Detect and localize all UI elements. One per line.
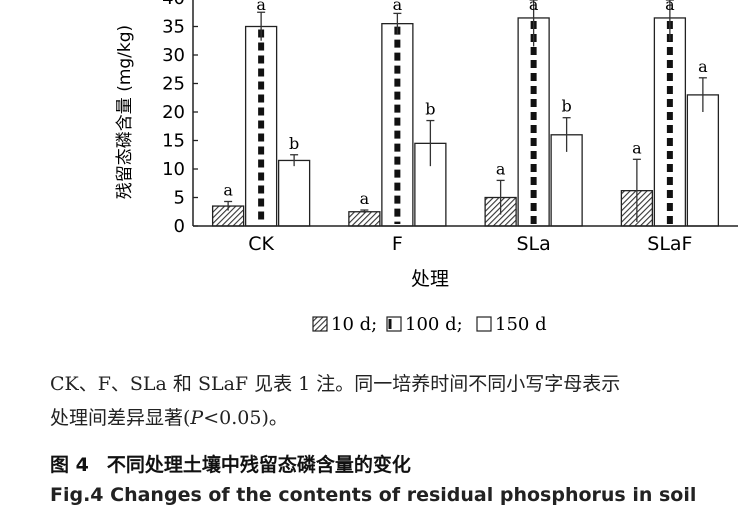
figure-note-line-2: 处理间差异显著(P<0.05)。 [50, 407, 288, 429]
significance-letter: a [360, 189, 370, 208]
y-axis-label: 残留态磷含量 (mg/kg) [115, 25, 135, 199]
y-tick-label: 0 [174, 216, 185, 237]
x-tick-label: SLaF [647, 233, 692, 255]
significance-letter: a [632, 138, 642, 157]
significance-letter: a [256, 0, 266, 14]
significance-letter: a [698, 57, 708, 76]
significance-letter: a [393, 0, 403, 14]
y-tick-label: 5 [174, 188, 185, 209]
x-tick-label: CK [248, 233, 274, 255]
legend-entry: 100 d; [405, 314, 463, 335]
legend-label: 150 d [495, 314, 547, 335]
bar [277, 159, 311, 227]
legend-swatch [476, 316, 492, 332]
y-tick-label: 35 [162, 17, 185, 38]
x-tick-label: F [392, 233, 403, 255]
figure-caption: 图 4 不同处理土壤中残留态磷含量的变化 [50, 450, 411, 477]
significance-letter: a [496, 159, 506, 178]
y-tick-label: 15 [162, 131, 185, 152]
significance-letter: a [529, 0, 539, 14]
significance-letter: b [289, 134, 299, 153]
figure-title: 不同处理土壤中残留态磷含量的变化 [106, 454, 411, 476]
significance-letter: b [425, 100, 435, 119]
bar [686, 94, 720, 227]
y-tick-label: 20 [162, 102, 185, 123]
significance-letter: b [562, 97, 572, 116]
figure-label: 图 4 [50, 454, 89, 476]
legend-entry: 150 d [495, 314, 547, 335]
y-tick-label: 25 [162, 74, 185, 95]
legend-label: 10 d [331, 314, 371, 335]
x-tick-label: SLa [516, 233, 550, 255]
x-axis-label: 处理 [411, 268, 449, 290]
bar-chart: a a b CK a a b Fa a b SLa a a a SLaF 0 5 10 15 20 25 30 35 40 残留… [115, 0, 738, 335]
bar [348, 211, 381, 227]
significance-letter: a [665, 0, 675, 14]
figure-caption-english: Fig.4 Changes of the contents of residua… [50, 484, 697, 506]
legend-entry: 10 d; [331, 314, 377, 335]
y-tick-label: 30 [162, 45, 185, 66]
y-tick-label: 10 [162, 159, 185, 180]
figure-note-line-1: CK、F、SLa 和 SLaF 见表 1 注。同一培养时间不同小写字母表示 [50, 373, 621, 395]
legend-label: 100 d [405, 314, 457, 335]
y-tick-label: 40 [162, 0, 185, 9]
significance-letter: a [223, 180, 233, 199]
legend-swatch [312, 316, 328, 332]
